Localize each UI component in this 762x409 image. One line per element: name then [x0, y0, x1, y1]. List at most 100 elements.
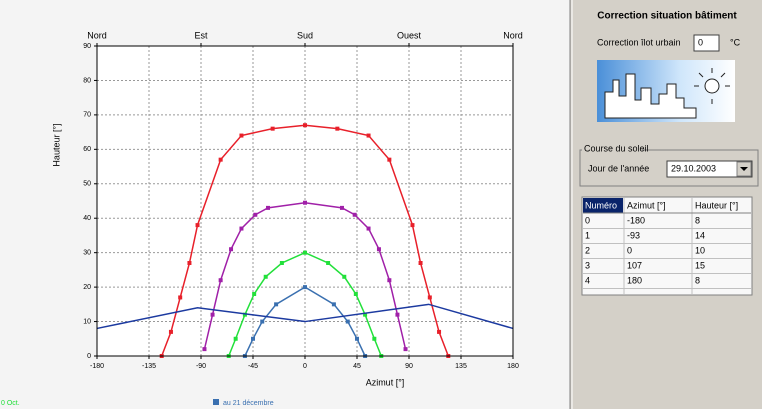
table-cell: 1	[585, 230, 590, 240]
point-marker	[410, 223, 414, 227]
point-marker	[196, 223, 200, 227]
x-tick-label: 0	[303, 363, 307, 370]
app-window: 0102030405060708090-180-135-90-450459013…	[0, 0, 762, 409]
x-tick-label: -180	[90, 363, 104, 370]
legend-label: au 21 décembre	[223, 400, 274, 407]
point-marker	[219, 158, 223, 162]
point-marker	[178, 295, 182, 299]
point-marker	[387, 278, 391, 282]
point-marker	[274, 302, 278, 306]
x-tick-label: 180	[507, 363, 519, 370]
point-marker	[303, 123, 307, 127]
y-tick-label: 60	[83, 146, 91, 153]
panel-title: Correction situation bâtiment	[597, 11, 737, 22]
legend-swatch	[213, 399, 219, 405]
top-tick-label: Nord	[87, 30, 107, 40]
point-marker	[346, 320, 350, 324]
point-marker	[211, 313, 215, 317]
point-marker	[326, 261, 330, 265]
point-marker	[251, 337, 255, 341]
point-marker	[428, 295, 432, 299]
x-tick-label: -135	[142, 363, 156, 370]
point-marker	[271, 127, 275, 131]
y-tick-label: 10	[83, 318, 91, 325]
table-cell: -180	[627, 215, 645, 225]
x-tick-label: 90	[405, 363, 413, 370]
top-tick-label: Sud	[297, 30, 313, 40]
table-cell: 8	[695, 275, 700, 285]
table-cell: 15	[695, 260, 705, 270]
top-tick-label: Nord	[503, 30, 523, 40]
table-cell: 14	[695, 230, 705, 240]
point-marker	[303, 285, 307, 289]
x-tick-label: 45	[353, 363, 361, 370]
day-value: 29.10.2003	[671, 163, 716, 173]
legend-label: 0 Oct.	[1, 400, 20, 407]
point-marker	[239, 227, 243, 231]
point-marker	[264, 275, 268, 279]
y-tick-label: 90	[83, 43, 91, 50]
table-cell: 8	[695, 215, 700, 225]
table-cell: 107	[627, 260, 642, 270]
y-tick-label: 40	[83, 215, 91, 222]
point-marker	[404, 347, 408, 351]
table-cell: 10	[695, 245, 705, 255]
table-cell: 0	[627, 245, 632, 255]
point-marker	[280, 261, 284, 265]
y-tick-label: 80	[83, 77, 91, 84]
point-marker	[355, 337, 359, 341]
top-tick-label: Est	[194, 30, 208, 40]
point-marker	[437, 330, 441, 334]
point-marker	[395, 313, 399, 317]
x-tick-label: 135	[455, 363, 467, 370]
urban-value: 0	[698, 37, 703, 47]
point-marker	[377, 247, 381, 251]
point-marker	[387, 158, 391, 162]
point-marker	[266, 206, 270, 210]
point-marker	[367, 227, 371, 231]
x-tick-label: -90	[196, 363, 206, 370]
point-marker	[354, 292, 358, 296]
point-marker	[419, 261, 423, 265]
top-tick-label: Ouest	[397, 30, 422, 40]
y-axis-label: Hauteur [°]	[51, 123, 61, 166]
x-tick-label: -45	[248, 363, 258, 370]
y-tick-label: 50	[83, 181, 91, 188]
y-tick-label: 70	[83, 112, 91, 119]
point-marker	[303, 201, 307, 205]
y-tick-label: 20	[83, 284, 91, 291]
table-cell: -93	[627, 230, 640, 240]
table-cell: 180	[627, 275, 642, 285]
point-marker	[252, 292, 256, 296]
point-marker	[169, 330, 173, 334]
urban-unit: °C	[730, 37, 741, 47]
point-marker	[342, 275, 346, 279]
point-marker	[202, 347, 206, 351]
city-image	[597, 60, 735, 122]
point-marker	[367, 134, 371, 138]
point-marker	[234, 337, 238, 341]
table-header: Hauteur [°]	[695, 200, 738, 210]
point-marker	[353, 213, 357, 217]
y-tick-label: 0	[87, 353, 91, 360]
point-marker	[253, 213, 257, 217]
point-marker	[340, 206, 344, 210]
y-tick-label: 30	[83, 250, 91, 257]
point-marker	[260, 320, 264, 324]
table-cell: 0	[585, 215, 590, 225]
point-marker	[332, 302, 336, 306]
point-marker	[239, 134, 243, 138]
point-marker	[219, 278, 223, 282]
point-marker	[303, 251, 307, 255]
point-marker	[229, 247, 233, 251]
day-label: Jour de l'année	[588, 163, 649, 173]
point-marker	[335, 127, 339, 131]
x-axis-label: Azimut [°]	[366, 377, 405, 387]
table-header: Numéro	[585, 200, 617, 210]
sun-group-caption: Course du soleil	[584, 143, 649, 153]
table-header: Azimut [°]	[627, 200, 666, 210]
table-cell: 3	[585, 260, 590, 270]
table-cell: 2	[585, 245, 590, 255]
point-marker	[372, 337, 376, 341]
table-cell: 4	[585, 275, 590, 285]
